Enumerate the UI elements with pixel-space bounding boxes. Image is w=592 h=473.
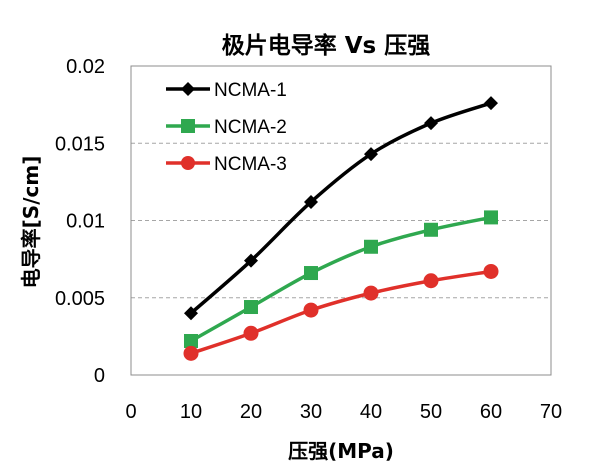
x-tick-labels: 0 10 20 30 40 50 60 70 [125,401,562,423]
y-tick-label: 0.01 [66,211,105,233]
data-point [364,239,378,254]
y-tick-label: 0.005 [55,288,105,310]
data-point [423,273,439,289]
legend-label: NCMA-2 [214,117,287,138]
x-tick-label: 20 [240,401,262,423]
legend-item: NCMA-3 [166,154,287,175]
x-tick-label: 0 [125,401,136,423]
plot-area [130,65,552,376]
data-point [184,306,198,321]
data-point [483,263,499,279]
x-axis-title: 压强(MPa) [288,439,394,463]
legend-marker [181,82,195,96]
x-tick-label: 10 [180,401,202,423]
legend-item: NCMA-1 [166,80,287,101]
y-tick-labels: 0 0.005 0.01 0.015 0.02 [55,56,105,387]
legend-marker [181,119,195,133]
legend-label: NCMA-3 [214,154,287,175]
data-point [304,194,318,209]
x-tick-label: 70 [540,401,562,423]
data-point [244,253,258,268]
data-point [243,325,259,341]
series-line [190,269,492,356]
y-tick-label: 0 [94,365,105,387]
y-axis-title: 电导率[S/cm] [19,156,43,289]
legend-label: NCMA-1 [214,80,287,101]
data-point [303,302,319,318]
data-point [304,266,318,281]
data-point [424,222,438,237]
data-point [364,147,378,162]
series-ncma-3 [183,263,499,361]
data-point [244,300,258,315]
x-tick-label: 30 [300,401,322,423]
data-point [424,116,438,131]
data-point [183,345,199,361]
chart-title: 极片电导率 Vs 压强 [222,32,431,59]
data-point [184,334,198,349]
series-ncma-1 [184,96,498,321]
x-tick-label: 50 [420,401,442,423]
x-tick-label: 60 [480,401,502,423]
y-tick-label: 0.015 [55,133,105,155]
legend: NCMA-1 NCMA-2 NCMA-3 [166,80,287,175]
data-point [484,210,498,225]
y-tick-label: 0.02 [66,56,105,78]
legend-item: NCMA-2 [166,117,287,138]
x-tick-label: 40 [360,401,382,423]
data-point [363,285,379,301]
data-point [484,96,498,111]
legend-marker [181,156,195,170]
series-group [183,96,499,361]
series-ncma-2 [184,210,498,349]
